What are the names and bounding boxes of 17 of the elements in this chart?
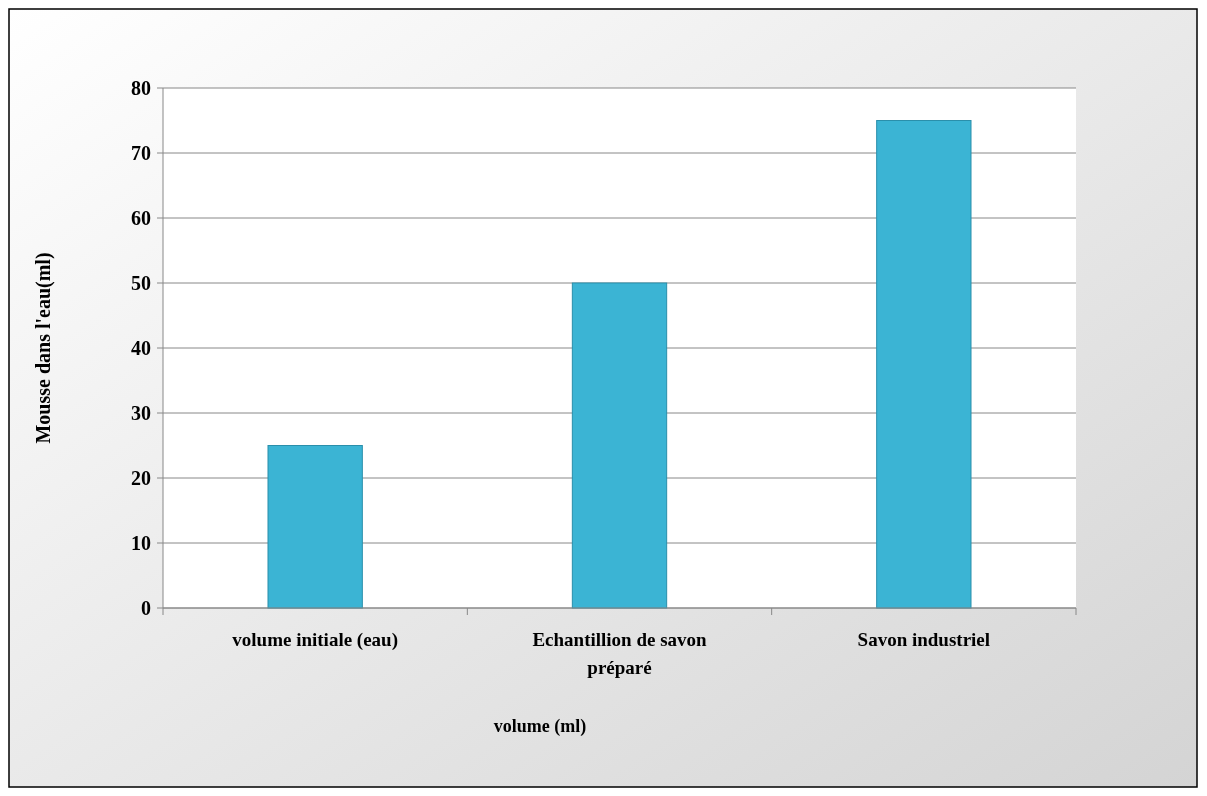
y-tick-label: 0	[141, 597, 151, 619]
x-tick-label: volume initiale (eau)	[232, 629, 399, 651]
y-tick-label: 80	[131, 77, 151, 99]
y-tick-label: 20	[131, 467, 151, 489]
y-tick-label: 40	[131, 337, 151, 359]
x-axis-title: volume (ml)	[493, 716, 587, 737]
y-tick-label: 70	[131, 142, 151, 164]
bar	[267, 445, 363, 609]
y-tick-label: 30	[131, 402, 151, 424]
y-tick-label: 10	[131, 532, 151, 554]
y-axis-title: Mousse dans l'eau(ml)	[32, 252, 55, 444]
x-tick-label: Savon industriel	[857, 629, 991, 650]
bar	[571, 282, 668, 609]
y-tick-label: 50	[131, 272, 151, 294]
bar	[876, 120, 972, 609]
x-tick-label: Echantillion de savon préparé	[532, 629, 708, 678]
y-tick-label: 60	[131, 207, 151, 229]
